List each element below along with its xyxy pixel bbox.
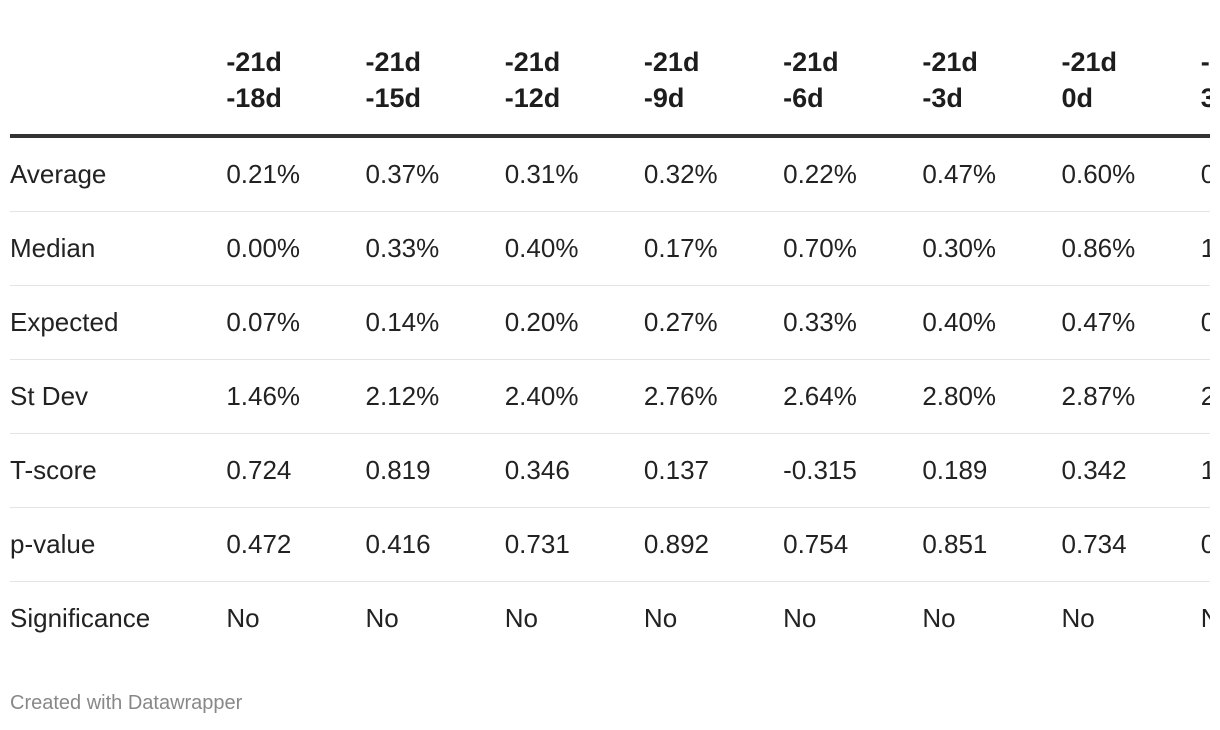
table-cell: 0 <box>1200 136 1210 212</box>
table-cell: 0.33% <box>783 285 923 360</box>
column-header-line2: -3d <box>922 83 963 113</box>
table-cell: 0.724 <box>226 433 366 508</box>
table-row: St Dev 1.46% 2.12% 2.40% 2.76% 2.64% 2.8… <box>10 359 1210 434</box>
table-cell: N <box>1201 582 1210 656</box>
column-header-line2: -12d <box>504 83 561 113</box>
column-header-line2: -15d <box>365 83 422 113</box>
data-table-wrapper: -21d -18d -21d -15d -21d -12d -21d -9d -21d -… <box>10 0 1210 656</box>
table-cell: 2.64% <box>783 359 923 434</box>
table-cell: 0.47% <box>1061 285 1201 360</box>
table-cell: 0.731 <box>504 507 644 582</box>
table-cell: 0.30% <box>922 211 1062 286</box>
table-cell: 0.416 <box>365 507 505 582</box>
row-label: Average <box>10 136 227 212</box>
column-header-line2: -9d <box>643 83 685 113</box>
column-header-line2: 0d <box>1061 83 1094 113</box>
table-cell: 0.892 <box>643 507 784 582</box>
table-cell: 0.32% <box>643 136 784 212</box>
table-cell: 0.20% <box>504 285 644 360</box>
table-cell: 1 <box>1200 433 1210 508</box>
table-row: Median 0.00% 0.33% 0.40% 0.17% 0.70% 0.3… <box>10 211 1210 286</box>
table-cell: 2.12% <box>365 359 505 434</box>
table-cell: 0.37% <box>365 136 505 212</box>
table-cell: 0.346 <box>504 433 644 508</box>
table-cell: No <box>504 603 538 633</box>
column-header-line2: 3 <box>1200 83 1210 113</box>
header-corner <box>10 0 227 138</box>
table-cell: 0.70% <box>783 211 923 286</box>
column-header: -21d -9d <box>643 0 784 138</box>
table-cell: No <box>1061 603 1095 633</box>
row-label: Expected <box>10 285 227 360</box>
data-table: -21d -18d -21d -15d -21d -12d -21d -9d -21d -… <box>10 0 1210 655</box>
table-cell: 0.851 <box>922 507 1062 582</box>
header-row: -21d -18d -21d -15d -21d -12d -21d -9d -21d -… <box>10 0 1210 138</box>
table-cell: No <box>365 603 399 633</box>
column-header: -21d 0d <box>1061 0 1201 138</box>
table-cell: No <box>643 603 678 633</box>
table-cell: 0 <box>1200 507 1210 582</box>
row-label: Significance <box>10 603 151 633</box>
table-cell: 0.31% <box>504 136 644 212</box>
column-header-line2: -18d <box>226 83 282 113</box>
table-cell: 0.137 <box>643 433 784 508</box>
column-header: -21d -6d <box>783 0 923 138</box>
table-cell: 2.80% <box>922 359 1062 434</box>
table-cell: No <box>226 603 260 633</box>
table-cell: 0.60% <box>1061 136 1201 212</box>
column-header-line1: -21d <box>504 47 561 77</box>
table-cell: 0.734 <box>1061 507 1201 582</box>
column-header-line1: -21d <box>643 47 700 77</box>
table-row: T-score 0.724 0.819 0.346 0.137 -0.315 0… <box>10 433 1210 508</box>
table-cell: 0.21% <box>226 136 366 212</box>
table-cell: 0.00% <box>226 211 366 286</box>
datawrapper-credit: Created with Datawrapper <box>10 692 243 714</box>
column-header: -21d -18d <box>226 0 366 138</box>
column-header-line1: -21d <box>922 47 978 77</box>
table-cell: No <box>922 603 956 633</box>
table-cell: 2.40% <box>504 359 644 434</box>
table-cell: 2.87% <box>1061 359 1201 434</box>
table-cell: 0.27% <box>643 285 784 360</box>
table-cell: 0.754 <box>783 507 923 582</box>
table-cell: 0.819 <box>365 433 505 508</box>
row-label: T-score <box>10 433 227 508</box>
column-header: -21d -12d <box>504 0 644 138</box>
table-cell: 1.46% <box>226 359 366 434</box>
table-row: p-value 0.472 0.416 0.731 0.892 0.754 0.… <box>10 507 1210 582</box>
table-row: Expected 0.07% 0.14% 0.20% 0.27% 0.33% 0… <box>10 285 1210 360</box>
column-header-line1: -21d <box>783 47 839 77</box>
table-row: Average 0.21% 0.37% 0.31% 0.32% 0.22% 0.… <box>10 136 1210 212</box>
column-header-line2: -6d <box>783 83 824 113</box>
table-cell: 0.40% <box>922 285 1062 360</box>
table-cell: 0.17% <box>643 211 784 286</box>
table-cell: 0.47% <box>922 136 1062 212</box>
table-cell: 1 <box>1200 211 1210 286</box>
table-cell: 0.14% <box>365 285 505 360</box>
column-header-line1: - <box>1200 47 1210 77</box>
table-cell: 0.86% <box>1061 211 1201 286</box>
column-header: -21d -3d <box>922 0 1062 138</box>
table-cell: 0 <box>1200 285 1210 360</box>
column-header-line1: -21d <box>365 47 422 77</box>
table-cell: 0.22% <box>783 136 923 212</box>
column-header: -3 <box>1200 0 1210 138</box>
table-cell: 0.33% <box>365 211 505 286</box>
table-cell: 2.76% <box>643 359 784 434</box>
table-cell: 0.40% <box>504 211 644 286</box>
row-label: Median <box>10 211 227 286</box>
table-row: Significance No No No No No No No N <box>10 582 1210 656</box>
column-header: -21d -15d <box>365 0 505 138</box>
table-cell: 0.342 <box>1061 433 1201 508</box>
table-cell: 0.472 <box>226 507 366 582</box>
table-cell: No <box>783 603 817 633</box>
table-cell: 0.189 <box>922 433 1062 508</box>
row-label: p-value <box>10 507 227 582</box>
table-cell: 0.07% <box>226 285 366 360</box>
row-label: St Dev <box>10 359 227 434</box>
column-header-line1: -21d <box>226 47 282 77</box>
table-cell: -0.315 <box>783 433 923 508</box>
table-cell: 2 <box>1200 359 1210 434</box>
column-header-line1: -21d <box>1061 47 1118 77</box>
